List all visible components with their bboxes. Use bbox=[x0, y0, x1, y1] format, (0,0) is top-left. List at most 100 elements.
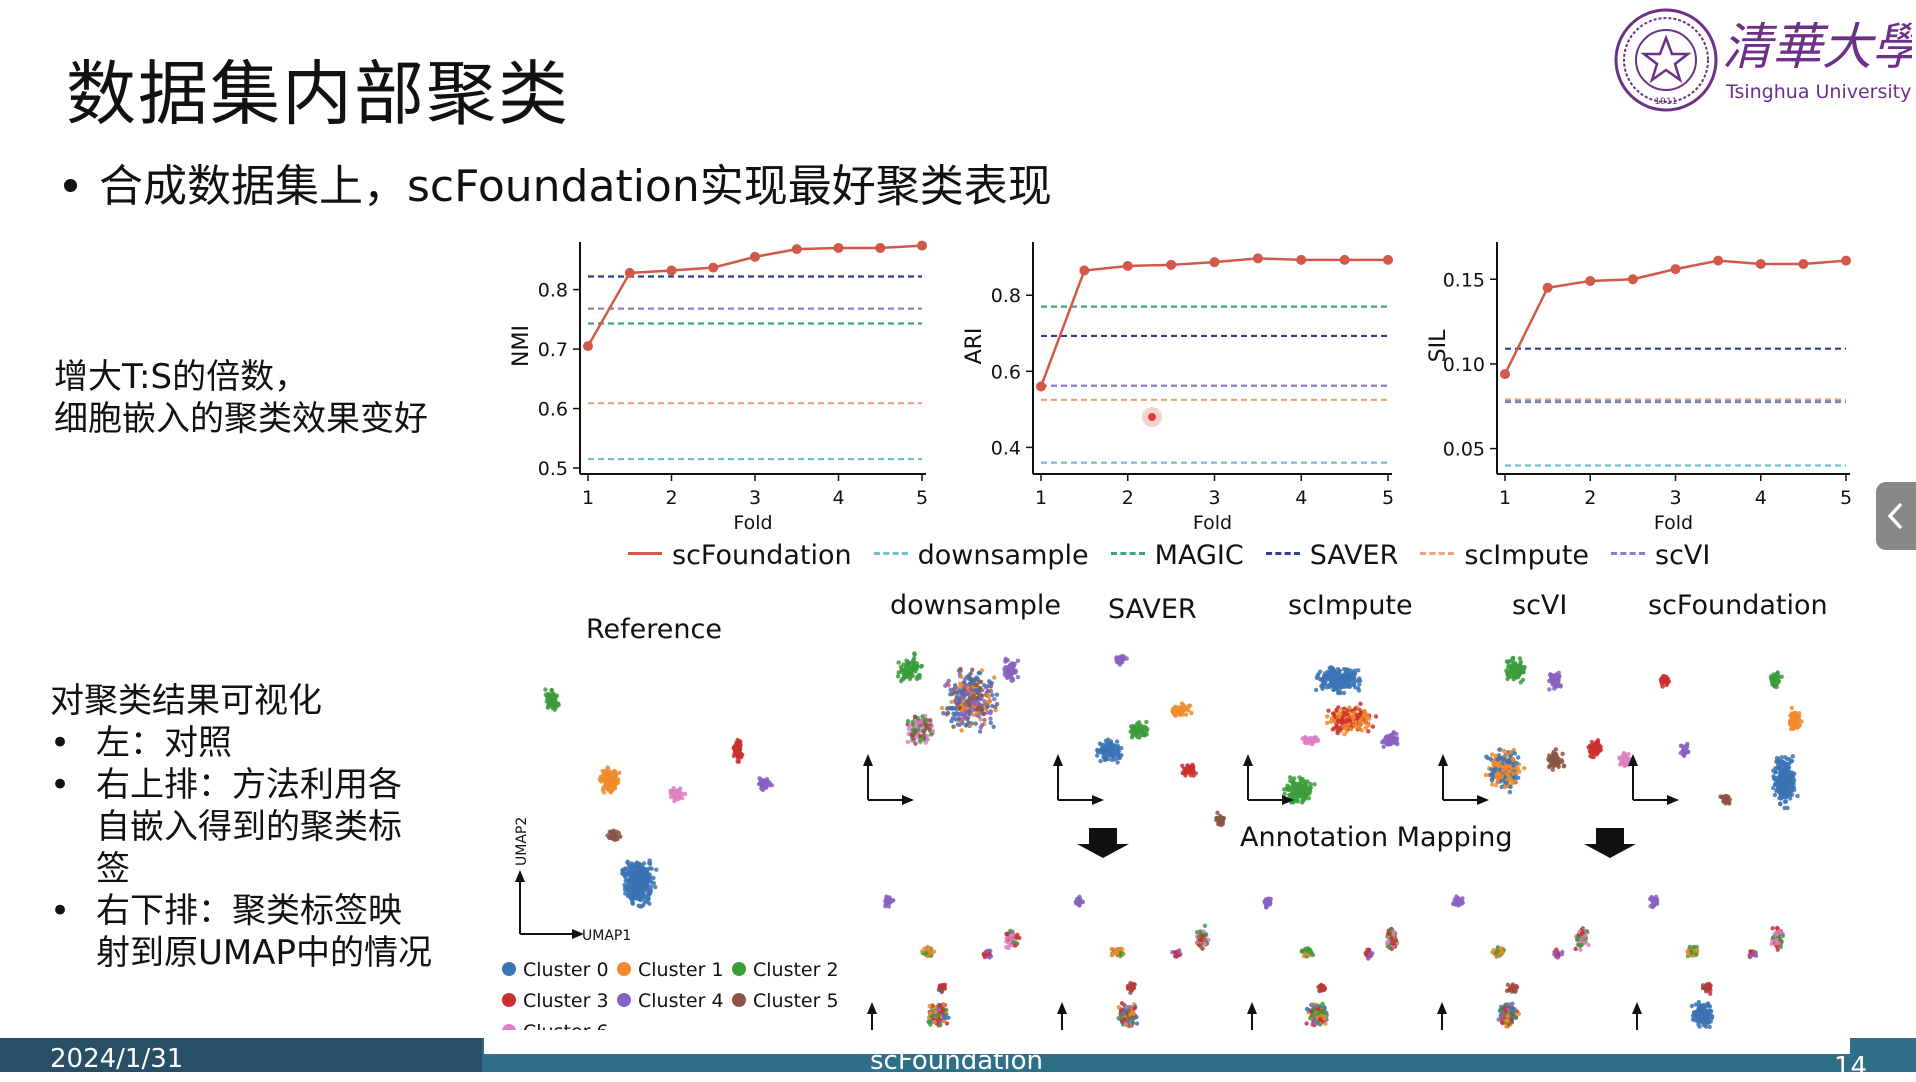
x-tick-label: 1 bbox=[582, 487, 594, 509]
x-axis-label: Fold bbox=[1193, 512, 1232, 534]
slide-title: 数据集内部聚类 bbox=[66, 38, 570, 139]
list-item: 右上排：方法利用各 bbox=[50, 764, 432, 806]
data-point bbox=[917, 241, 927, 251]
cluster-legend-item: Cluster 0 bbox=[502, 955, 617, 986]
data-point bbox=[1340, 255, 1350, 265]
cluster-name: Cluster 0 bbox=[523, 959, 609, 981]
umap-axis-x-label: UMAP1 bbox=[582, 928, 631, 944]
data-point bbox=[1123, 261, 1133, 271]
cluster-color-dot bbox=[502, 993, 516, 1007]
down-arrow-icon bbox=[1077, 828, 1129, 858]
y-tick-label: 0.7 bbox=[538, 339, 568, 361]
umap-title-saver: SAVER bbox=[1108, 594, 1197, 625]
series-line-scfoundation bbox=[1505, 261, 1846, 374]
umap-title-scvi: scVI bbox=[1512, 590, 1567, 621]
y-tick-label: 0.05 bbox=[1443, 439, 1485, 461]
figure-panel-bottom bbox=[484, 1030, 1850, 1054]
list-item-continuation: 射到原UMAP中的情况 bbox=[50, 932, 432, 974]
left-note-visualization: 对聚类结果可视化 左：对照 右上排：方法利用各 自嵌入得到的聚类标 签 右下排：… bbox=[50, 680, 432, 974]
legend-item-scfoundation: scFoundation bbox=[628, 540, 852, 571]
reference-title: Reference bbox=[586, 614, 722, 645]
y-tick-label: 0.4 bbox=[991, 437, 1021, 459]
y-axis-label: ARI bbox=[962, 328, 987, 365]
umap-method-1 bbox=[1053, 654, 1226, 827]
legend-label: scFoundation bbox=[672, 540, 852, 571]
legend-item-scimpute: scImpute bbox=[1420, 540, 1589, 571]
x-tick-label: 2 bbox=[1584, 487, 1596, 509]
umap-reference: UMAP1 UMAP2 bbox=[514, 687, 774, 944]
series-line-scfoundation bbox=[588, 246, 922, 347]
x-tick-label: 3 bbox=[1669, 487, 1681, 509]
data-point bbox=[1543, 283, 1553, 293]
x-tick-label: 4 bbox=[832, 487, 844, 509]
page-number: 14 bbox=[1834, 1052, 1867, 1082]
data-point bbox=[1500, 369, 1510, 379]
chart-legend: scFoundation downsample MAGIC SAVER scImpute… bbox=[628, 540, 1732, 571]
legend-swatch bbox=[1420, 552, 1454, 555]
legend-label: downsample bbox=[918, 540, 1089, 571]
y-axis-label: NMI bbox=[509, 325, 534, 367]
annotation-mapping-label: Annotation Mapping bbox=[1240, 822, 1513, 853]
y-tick-label: 0.8 bbox=[538, 280, 568, 302]
data-point bbox=[1585, 276, 1595, 286]
legend-swatch bbox=[1266, 552, 1300, 555]
down-arrow-icon bbox=[1584, 828, 1636, 858]
legend-item-saver: SAVER bbox=[1266, 540, 1399, 571]
y-tick-label: 0.8 bbox=[991, 285, 1021, 307]
data-point bbox=[583, 341, 593, 351]
x-tick-label: 2 bbox=[1122, 487, 1134, 509]
list-item-continuation: 自嵌入得到的聚类标 bbox=[50, 806, 432, 848]
data-point bbox=[1671, 264, 1681, 274]
data-point bbox=[1841, 256, 1851, 266]
pointer-indicator bbox=[1142, 407, 1162, 427]
list-item: 左：对照 bbox=[50, 722, 432, 764]
legend-label: MAGIC bbox=[1155, 540, 1244, 571]
list-item: 右下排：聚类标签映 bbox=[50, 890, 432, 932]
data-point bbox=[1756, 259, 1766, 269]
data-point bbox=[1253, 253, 1263, 263]
legend-label: scVI bbox=[1655, 540, 1710, 571]
umap-mapping-2 bbox=[1247, 897, 1399, 1051]
x-axis-label: Fold bbox=[733, 512, 772, 534]
legend-label: SAVER bbox=[1310, 540, 1399, 571]
logo-name-en: Tsinghua University bbox=[1725, 81, 1911, 103]
cluster-legend-item: Cluster 5 bbox=[732, 986, 847, 1017]
left-note-line: 增大T:S的倍数， bbox=[54, 356, 428, 398]
cluster-color-dot bbox=[502, 962, 516, 976]
data-point bbox=[875, 243, 885, 253]
umap-mapping-0 bbox=[867, 895, 1022, 1052]
data-point bbox=[1079, 266, 1089, 276]
umap-mapping-3 bbox=[1437, 894, 1591, 1051]
side-panel-toggle[interactable] bbox=[1876, 482, 1916, 550]
data-point bbox=[1210, 257, 1220, 267]
legend-swatch bbox=[1611, 552, 1645, 555]
series-line-scfoundation bbox=[1041, 258, 1388, 386]
data-point bbox=[1628, 274, 1638, 284]
left-note-trend: 增大T:S的倍数， 细胞嵌入的聚类效果变好 bbox=[54, 356, 428, 440]
y-tick-label: 0.5 bbox=[538, 458, 568, 480]
x-tick-label: 3 bbox=[1208, 487, 1220, 509]
data-point bbox=[625, 268, 635, 278]
legend-label: scImpute bbox=[1464, 540, 1589, 571]
data-point bbox=[667, 266, 677, 276]
data-point bbox=[1713, 256, 1723, 266]
data-point bbox=[1296, 255, 1306, 265]
y-tick-label: 0.6 bbox=[991, 361, 1021, 383]
umap-axis-y-label: UMAP2 bbox=[514, 817, 530, 866]
umap-method-4 bbox=[1628, 670, 1804, 810]
left-note-line: 细胞嵌入的聚类效果变好 bbox=[54, 398, 428, 440]
data-point bbox=[708, 263, 718, 273]
y-tick-label: 0.10 bbox=[1443, 354, 1485, 376]
legend-swatch bbox=[874, 552, 908, 555]
x-axis-label: Fold bbox=[1654, 512, 1693, 534]
legend-swatch bbox=[1111, 552, 1145, 555]
cluster-color-dot bbox=[617, 993, 631, 1007]
legend-item-magic: MAGIC bbox=[1111, 540, 1244, 571]
cluster-legend-item: Cluster 4 bbox=[617, 986, 732, 1017]
cluster-color-dot bbox=[732, 993, 746, 1007]
cluster-color-dot bbox=[617, 962, 631, 976]
seal-year: 1911 bbox=[1655, 97, 1678, 107]
chevron-left-icon bbox=[1886, 500, 1906, 532]
